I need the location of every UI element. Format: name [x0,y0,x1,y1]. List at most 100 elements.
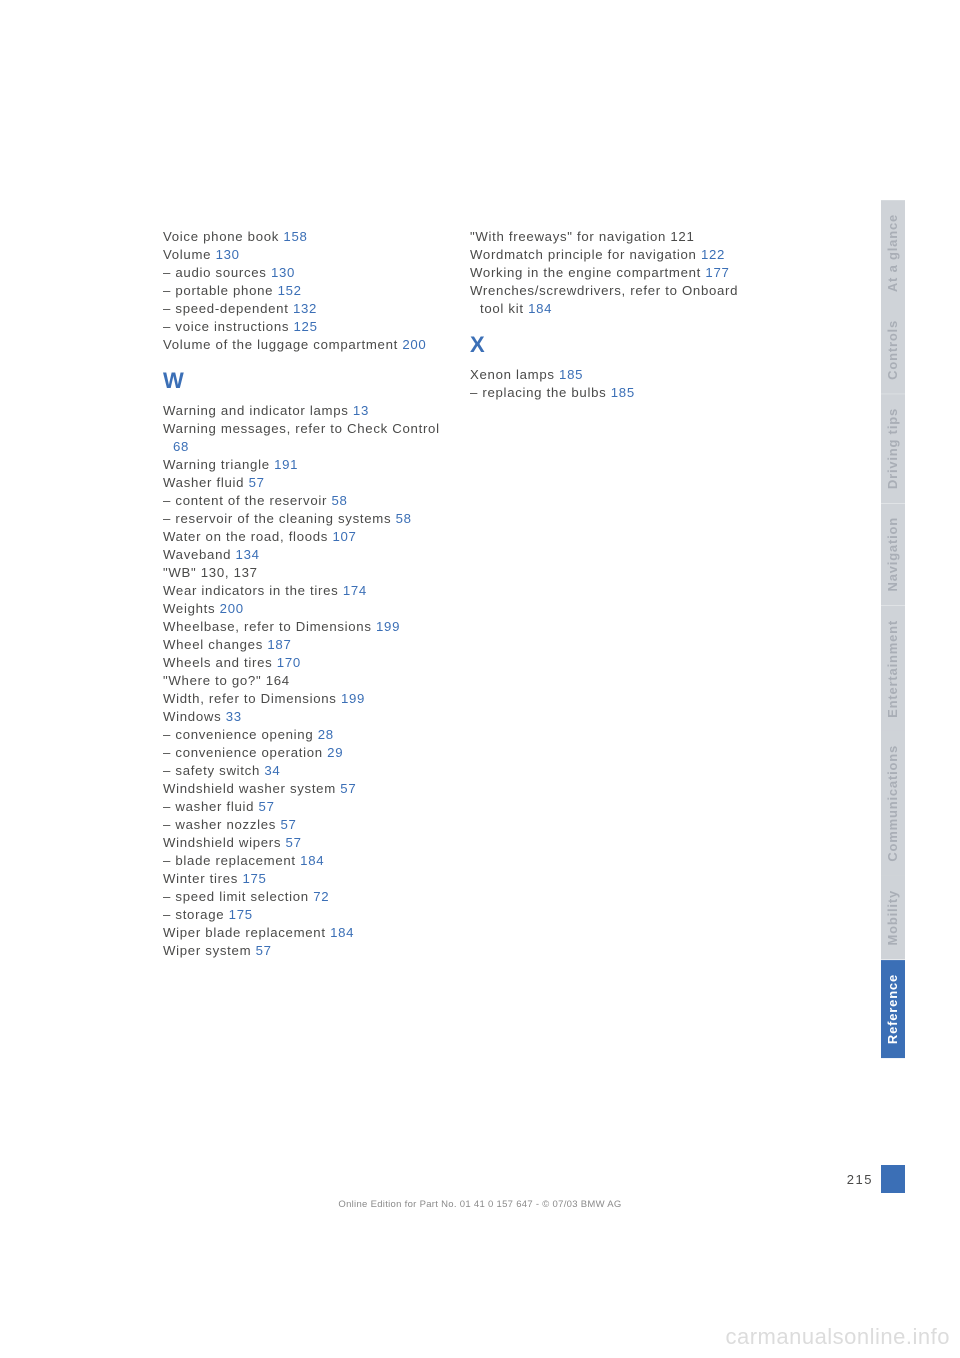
index-entry-text: Warning and indicator lamps [163,403,353,418]
index-entry: Wheelbase, refer to Dimensions 199 [163,618,446,636]
tab-reference[interactable]: Reference [881,960,905,1058]
index-page-ref[interactable]: 200 [220,601,244,616]
index-entry-text: Width, refer to Dimensions [163,691,341,706]
tab-entertainment[interactable]: Entertainment [881,606,905,732]
index-page-ref[interactable]: 184 [330,925,354,940]
index-entry-text: Warning messages, refer to Check Control [163,421,440,436]
index-entry: – safety switch 34 [163,762,446,780]
index-entry-text: Wheel changes [163,637,267,652]
index-entry: Working in the engine compartment 177 [470,264,753,282]
index-page-ref[interactable]: 184 [300,853,324,868]
index-entry: – speed limit selection 72 [163,888,446,906]
index-entry: "WB" 130, 137 [163,564,446,582]
index-entry: – replacing the bulbs 185 [470,384,753,402]
index-page-ref[interactable]: 34 [264,763,280,778]
index-entry: Water on the road, floods 107 [163,528,446,546]
index-page-ref[interactable]: 29 [327,745,343,760]
index-entry: Wear indicators in the tires 174 [163,582,446,600]
index-entry: – content of the reservoir 58 [163,492,446,510]
index-page-ref[interactable]: 13 [353,403,369,418]
index-page-ref[interactable]: 57 [259,799,275,814]
index-entry-text: – storage [163,907,229,922]
index-page-ref[interactable]: 57 [280,817,296,832]
page-marker [881,1165,905,1193]
index-page-ref[interactable]: 107 [332,529,356,544]
tab-driving-tips[interactable]: Driving tips [881,394,905,503]
index-entry: – washer fluid 57 [163,798,446,816]
index-page-ref[interactable]: 57 [256,943,272,958]
index-entry: Warning triangle 191 [163,456,446,474]
index-entry-text: Volume of the luggage compartment [163,337,402,352]
index-page-ref[interactable]: 134 [236,547,260,562]
index-page-ref[interactable]: 125 [294,319,318,334]
index-entry-text: Water on the road, floods [163,529,332,544]
index-entry: Wiper blade replacement 184 [163,924,446,942]
index-page-ref[interactable]: 177 [705,265,729,280]
index-entry: Warning messages, refer to Check Control… [163,420,446,456]
index-entry: Volume of the luggage compartment 200 [163,336,446,354]
index-page-ref[interactable]: 175 [242,871,266,886]
index-entry: Warning and indicator lamps 13 [163,402,446,420]
index-page-ref[interactable]: 185 [559,367,583,382]
index-page-ref[interactable]: 68 [173,439,189,454]
index-entry: Windows 33 [163,708,446,726]
index-entry: Waveband 134 [163,546,446,564]
index-page-ref[interactable]: 199 [376,619,400,634]
index-entry: Volume 130 [163,246,446,264]
index-page-ref[interactable]: 184 [528,301,552,316]
index-page-ref[interactable]: 33 [226,709,242,724]
index-column-1: Voice phone book 158Volume 130– audio so… [163,228,446,960]
section-letter: X [470,332,753,358]
index-entry-text: Winter tires [163,871,242,886]
index-entry-text: Wheelbase, refer to Dimensions [163,619,376,634]
index-entry-text: Working in the engine compartment [470,265,705,280]
index-entry-text: – content of the reservoir [163,493,331,508]
index-page-ref[interactable]: 57 [340,781,356,796]
footer-text: Online Edition for Part No. 01 41 0 157 … [0,1199,960,1210]
index-page-ref[interactable]: 191 [274,457,298,472]
index-entry: – portable phone 152 [163,282,446,300]
index-page-ref[interactable]: 130 [216,247,240,262]
index-page-ref[interactable]: 187 [267,637,291,652]
index-page-ref[interactable]: 175 [229,907,253,922]
index-page-ref[interactable]: 57 [286,835,302,850]
index-entry-text: Voice phone book [163,229,283,244]
index-page-ref[interactable]: 158 [283,229,307,244]
index-page-ref[interactable]: 200 [402,337,426,352]
index-entry: Wordmatch principle for navigation 122 [470,246,753,264]
index-entry: Width, refer to Dimensions 199 [163,690,446,708]
index-page-ref[interactable]: 58 [331,493,347,508]
index-entry: Voice phone book 158 [163,228,446,246]
index-entry: – convenience operation 29 [163,744,446,762]
index-page-ref[interactable]: 57 [249,475,265,490]
index-page-ref[interactable]: 130 [271,265,295,280]
index-entry-text: – portable phone [163,283,278,298]
index-entry: Windshield washer system 57 [163,780,446,798]
index-entry-text: Windshield washer system [163,781,340,796]
index-page-ref[interactable]: 185 [611,385,635,400]
index-entry-text: – audio sources [163,265,271,280]
index-entry: "With freeways" for navigation 121 [470,228,753,246]
index-entry-text: Wiper system [163,943,256,958]
index-page-ref[interactable]: 132 [293,301,317,316]
index-entry-text: – convenience opening [163,727,318,742]
index-page-ref[interactable]: 174 [343,583,367,598]
tab-mobility[interactable]: Mobility [881,876,905,960]
index-entry-text: – washer nozzles [163,817,280,832]
index-entry-text: "WB" 130, 137 [163,565,258,580]
index-page-ref[interactable]: 58 [396,511,412,526]
index-page-ref[interactable]: 152 [278,283,302,298]
tab-navigation[interactable]: Navigation [881,503,905,605]
index-page-ref[interactable]: 28 [318,727,334,742]
index-entry: "Where to go?" 164 [163,672,446,690]
tab-communications[interactable]: Communications [881,731,905,876]
tab-controls[interactable]: Controls [881,306,905,394]
index-page-ref[interactable]: 170 [277,655,301,670]
index-page-ref[interactable]: 72 [313,889,329,904]
index-entry-text: – speed limit selection [163,889,313,904]
index-page-ref[interactable]: 122 [701,247,725,262]
index-page-ref[interactable]: 199 [341,691,365,706]
index-entry: – washer nozzles 57 [163,816,446,834]
index-entry-text: – washer fluid [163,799,259,814]
tab-at-a-glance[interactable]: At a glance [881,200,905,306]
